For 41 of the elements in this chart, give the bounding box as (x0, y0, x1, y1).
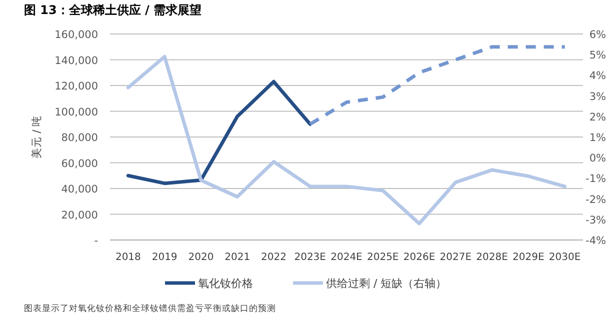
x-tick-label: 2021 (224, 252, 250, 263)
y2-tick-label: -3% (586, 214, 606, 226)
y-tick-label: 140,000 (54, 54, 98, 67)
y2-tick-label: -4% (586, 235, 606, 247)
line-series (308, 45, 567, 126)
x-tick-label: 2028E (476, 252, 508, 263)
y2-tick-label: 5% (589, 50, 606, 62)
y-tick-label: 120,000 (54, 80, 98, 92)
y-tick-label: 160,000 (54, 29, 98, 41)
y2-tick-label: 2% (589, 111, 606, 124)
x-tick-label: 2020 (188, 252, 214, 263)
x-tick-label: 2018 (115, 252, 141, 263)
legend-label: 氧化钕价格 (198, 277, 253, 290)
y2-tick-label: 0% (589, 152, 606, 165)
y2-tick-label: 6% (589, 29, 606, 41)
y-tick-label: 80,000 (61, 132, 98, 144)
y2-tick-label: 3% (589, 90, 606, 103)
legend-label: 供给过剩 / 短缺（右轴） (326, 277, 447, 290)
x-tick-label: 2025E (366, 252, 399, 263)
y2-tick-label: -2% (586, 194, 606, 206)
y2-tick-label: -1% (586, 173, 606, 186)
y2-tick-label: 1% (589, 132, 606, 144)
x-tick-label: 2024E (330, 252, 362, 263)
x-tick-label: 2023E (294, 252, 326, 263)
y-tick-label: 60,000 (61, 158, 98, 170)
x-tick-label: 2030E (548, 252, 581, 263)
x-tick-label: 2022 (261, 252, 286, 263)
x-tick-label: 2019 (152, 252, 178, 263)
x-tick-label: 2027E (440, 252, 472, 263)
line-series (126, 80, 312, 186)
line-series (126, 54, 567, 226)
y-tick-label: - (94, 235, 98, 247)
y-tick-label: 20,000 (61, 209, 98, 222)
text: 图表显示了对氧化钕价格和全球钕镨供需盈亏平衡或缺口的预测 (24, 303, 276, 314)
y-tick-label: 40,000 (61, 184, 98, 196)
y2-tick-label: 4% (589, 70, 606, 82)
x-tick-label: 2026E (403, 252, 436, 263)
y-axis-title: 美元 / 吨 (30, 115, 43, 159)
chart-title: 图 13：全球稀土供应 / 需求展望 (24, 3, 202, 17)
y-tick-label: 100,000 (54, 106, 98, 118)
x-tick-label: 2029E (512, 252, 544, 263)
